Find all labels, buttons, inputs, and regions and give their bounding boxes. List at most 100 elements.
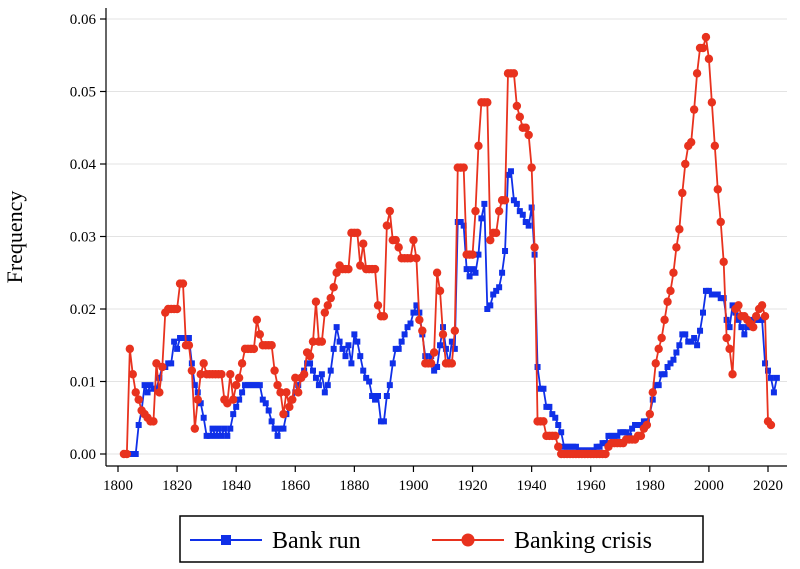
data-point [637,422,644,428]
data-point [132,451,139,457]
data-point [494,206,504,216]
data-point [645,409,655,419]
data-point [326,293,335,303]
data-point [554,442,563,451]
data-point [280,425,287,432]
data-point [406,254,415,263]
data-point [649,396,656,403]
data-point [413,302,420,309]
x-tick-label: 1840 [221,478,251,494]
data-point [394,243,403,252]
data-point [249,344,259,354]
data-point [623,429,630,436]
data-point [382,221,392,230]
x-tick-label: 1800 [103,478,133,494]
data-point [496,284,503,291]
data-point [256,382,263,389]
data-point [134,395,143,404]
data-point [327,367,334,374]
data-point [713,185,722,194]
y-tick-label: 0.03 [70,230,96,246]
data-point [321,389,328,396]
data-point [279,409,288,419]
data-point [379,312,389,321]
data-point [329,283,338,292]
data-point [389,360,396,367]
data-point [398,338,405,345]
data-point [153,385,160,392]
data-point [689,105,699,114]
data-point [700,309,706,316]
data-point [558,429,565,436]
data-point [767,374,774,381]
data-point [324,382,331,389]
data-point [451,345,458,352]
x-tick-label: 1860 [280,478,310,494]
data-point [751,312,761,321]
x-tick-label: 2000 [694,478,724,494]
data-point [719,257,728,267]
data-point [527,163,536,172]
data-point [144,389,151,396]
data-point [450,326,460,335]
data-point [412,254,421,263]
data-point [426,359,436,368]
data-point [760,312,770,321]
data-point [187,366,197,375]
data-point [681,159,690,169]
data-point [363,374,370,381]
data-point [401,331,408,338]
data-point [215,425,222,432]
data-point [670,356,677,363]
data-point [481,200,488,207]
data-point [499,269,506,276]
data-point [432,268,442,277]
data-point [184,341,194,350]
data-point [178,279,188,288]
data-point [493,287,500,294]
data-point [409,235,418,245]
data-point [191,382,198,389]
data-point [463,266,470,273]
data-point [757,301,767,310]
data-point [669,268,678,277]
data-point [500,196,510,205]
data-point [490,291,497,298]
data-point [710,141,720,151]
data-point [311,297,321,306]
data-point [172,304,182,314]
data-point [212,432,219,439]
data-point [270,366,279,375]
data-point [357,353,364,360]
data-point [351,331,358,338]
data-point [190,424,200,433]
data-point [471,206,480,216]
data-point [156,374,163,381]
data-point [323,301,332,310]
data-point [572,443,579,450]
data-point [435,286,445,296]
y-tick-label: 0.06 [70,12,97,28]
data-point [539,417,548,426]
data-point [629,425,636,432]
data-point [549,411,556,418]
data-point [507,168,514,175]
data-point [407,320,414,327]
data-point [135,422,142,428]
series-layer [119,32,780,459]
data-point [475,251,482,258]
data-point [519,211,526,218]
data-point [688,338,695,345]
data-point [299,370,309,379]
data-point [555,422,562,428]
data-point [375,393,381,399]
data-point [765,367,771,374]
data-point [738,324,745,331]
data-point [391,235,400,245]
data-point [255,330,265,339]
data-point [472,269,479,276]
data-point [701,32,711,42]
data-point [274,432,281,439]
data-point [360,367,367,374]
data-point [380,418,387,425]
